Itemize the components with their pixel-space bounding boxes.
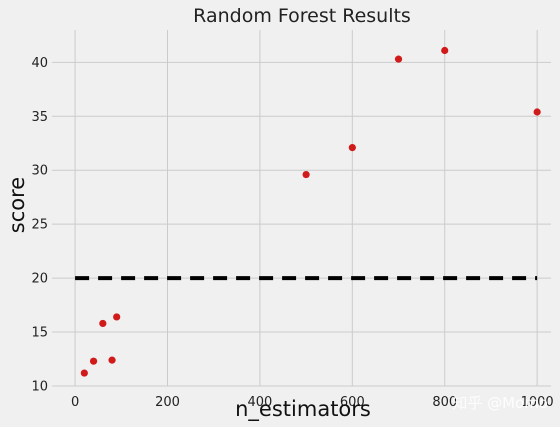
- y-tick-label: 30: [31, 164, 48, 179]
- scatter-point: [89, 357, 98, 365]
- scatter-point: [302, 170, 310, 179]
- grid-layer: [52, 30, 551, 387]
- chart-title: Random Forest Results: [193, 5, 411, 27]
- x-tick-label: 200: [155, 395, 180, 410]
- scatter-point: [113, 313, 121, 321]
- x-tick-label: 1000: [521, 395, 554, 410]
- x-tick-label: 800: [432, 395, 457, 410]
- x-tick-label: 0: [71, 395, 79, 410]
- x-axis-label: n_estimators: [235, 397, 371, 422]
- scatter-point: [108, 356, 116, 364]
- x-tick-label: 600: [340, 395, 365, 410]
- points-layer: [80, 46, 541, 377]
- y-tick-label: 15: [31, 326, 48, 341]
- y-tick-label: 25: [31, 218, 48, 233]
- y-tick-label: 10: [31, 380, 48, 395]
- y-tick-label: 35: [31, 110, 48, 125]
- scatter-point: [80, 369, 88, 377]
- ticks-layer: 0 200 400 600 800 1000 10 15 20 25 30 35 40: [31, 56, 553, 410]
- scatter-point: [533, 108, 541, 116]
- y-tick-label: 20: [31, 272, 48, 287]
- scatter-point: [441, 46, 449, 55]
- scatter-point: [99, 319, 107, 328]
- y-axis-label: score: [5, 177, 29, 233]
- scatter-point: [394, 55, 403, 63]
- watermark-text: 知乎 @Momo: [452, 394, 548, 412]
- scatter-point: [348, 143, 356, 152]
- x-tick-label: 400: [248, 395, 273, 410]
- y-tick-label: 40: [31, 56, 48, 71]
